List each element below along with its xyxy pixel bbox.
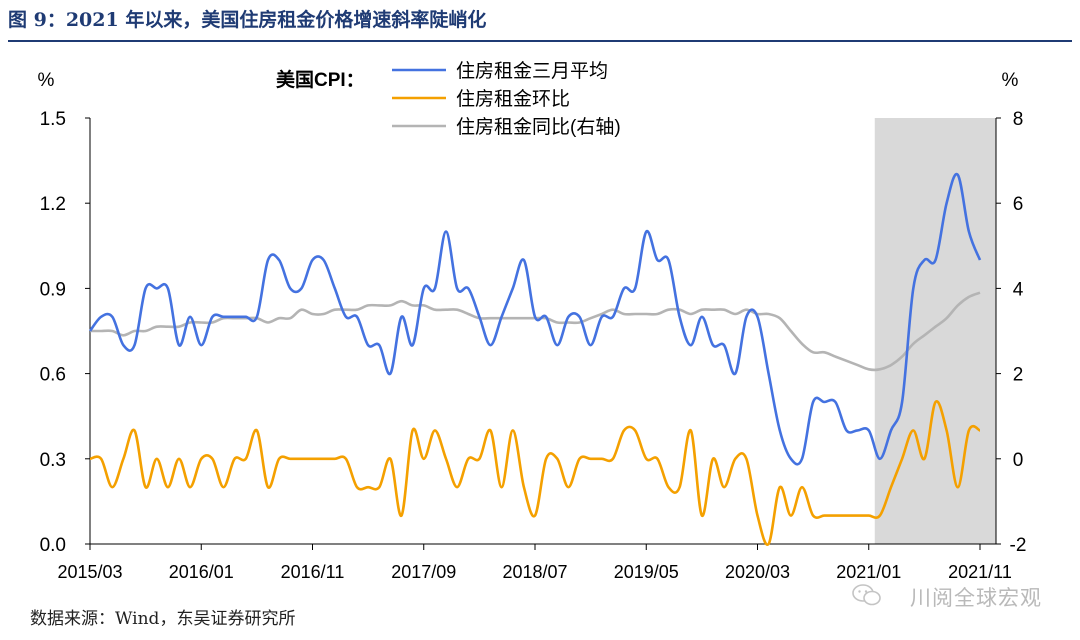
x-tick-label: 2018/07	[502, 562, 567, 582]
x-tick-label: 2021/11	[948, 562, 1012, 582]
y-tick-label-left: 0.0	[40, 535, 66, 556]
x-tick-label: 2016/01	[169, 562, 234, 582]
y-tick-label-left: 0.6	[40, 365, 66, 386]
series-line-0	[88, 172, 982, 466]
legend-label: 住房租金三月平均	[456, 60, 608, 82]
wechat-icon	[852, 584, 881, 606]
title-divider	[8, 40, 1072, 42]
legend-label: 住房租金环比	[456, 88, 570, 110]
x-tick-label: 2021/01	[836, 562, 901, 582]
watermark: 川阅全球宏观	[910, 586, 1042, 610]
y-tick-label-right: 4	[1013, 279, 1024, 300]
y-tick-label-right: 6	[1013, 194, 1024, 215]
x-tick-label: 2019/05	[614, 562, 679, 582]
legend-title: 美国CPI：	[276, 68, 365, 91]
figure-title: 图 9：2021 年以来，美国住房租金价格增速斜率陡峭化	[8, 9, 487, 31]
axes: 0.0 0.3 0.6 0.9 1.2 1.5 -2 0 2 4 6 8% % 2015/03 2016/0…	[38, 70, 1027, 582]
series-lines	[88, 172, 982, 547]
legend-label: 住房租金同比(右轴)	[456, 116, 621, 138]
x-tick-label: 2016/11	[281, 562, 345, 582]
y-tick-label-right: 8	[1013, 109, 1024, 130]
y-tick-label-left: 1.2	[40, 194, 66, 215]
y-tick-label-right: -2	[1010, 535, 1027, 556]
y-tick-label-left: 0.3	[40, 450, 66, 471]
source-note: 数据来源：Wind，东吴证券研究所	[30, 609, 296, 629]
y-tick-label-right: 2	[1013, 365, 1024, 386]
y-tick-label-left: 0.9	[40, 279, 66, 300]
y-axis-left-label: %	[38, 70, 55, 91]
y-tick-label-left: 1.5	[40, 109, 66, 130]
y-axis-right-label: %	[1002, 70, 1019, 91]
x-tick-label: 2015/03	[57, 562, 122, 582]
series-line-1	[89, 399, 981, 547]
x-tick-label: 2017/09	[391, 562, 456, 582]
highlight-band	[874, 118, 996, 544]
y-tick-label-right: 0	[1013, 450, 1024, 471]
x-tick-label: 2020/03	[725, 562, 790, 582]
series-line-2	[90, 291, 981, 372]
